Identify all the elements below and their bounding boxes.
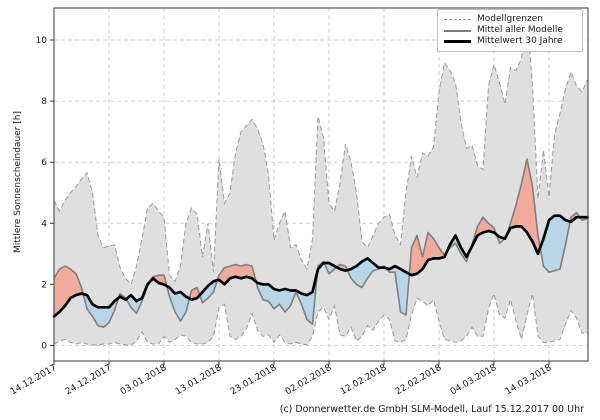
plot-frame [53, 7, 589, 362]
above-normal-area [217, 264, 256, 285]
x-tick-label: 23.01.2018 [229, 363, 279, 398]
x-tick-label: 03.01.2018 [119, 363, 169, 398]
y-tick-label: 10 [36, 36, 48, 46]
legend-item-mittelwert-30-jahre: Mittelwert 30 Jahre [444, 36, 576, 47]
legend-item-modellgrenzen: Modellgrenzen [444, 14, 576, 25]
x-tick-label: 14.12.2017 [9, 363, 59, 397]
model-lower-bound-line [53, 291, 588, 346]
y-tick-label: 8 [41, 97, 47, 107]
y-tick-label: 4 [41, 219, 47, 229]
x-tick-label: 04.03.2018 [449, 363, 499, 398]
legend-label: Mittelwert 30 Jahre [477, 36, 563, 46]
y-tick-label: 2 [41, 280, 47, 290]
x-tick-label: 22.02.2018 [394, 363, 444, 398]
above-normal-area [54, 266, 84, 317]
legend-item-mittel-aller-modelle: Mittel aller Modelle [444, 25, 576, 36]
dashed-line-icon [444, 19, 471, 20]
x-tick-label: 13.01.2018 [174, 363, 224, 398]
below-normal-area [540, 215, 571, 273]
below-normal-area [126, 281, 151, 314]
copyright-caption: (c) Donnerwetter.de GmbH SLM-Modell, Lau… [279, 404, 584, 415]
x-tick-label: 14.03.2018 [504, 363, 554, 398]
y-tick-label: 6 [41, 158, 47, 168]
x-tick-label: 12.02.2018 [339, 363, 389, 398]
below-normal-area [199, 280, 218, 303]
y-axis-label: Mittlere Sonnenscheindauer [h] [13, 111, 23, 253]
legend-box: Modellgrenzen Mittel aller Modelle Mitte… [437, 9, 583, 52]
x-tick-label: 02.02.2018 [284, 363, 334, 398]
legend-label: Modellgrenzen [477, 14, 543, 24]
model-upper-bound-line [53, 13, 588, 286]
model-range-area [54, 14, 588, 345]
black-line-icon [444, 40, 471, 43]
gray-line-icon [444, 29, 471, 32]
legend-label: Mittel aller Modelle [477, 25, 563, 35]
climate-mean-30y-line [52, 214, 589, 318]
below-normal-area [83, 294, 119, 328]
below-normal-area [166, 285, 190, 322]
x-tick-label: 24.12.2017 [64, 363, 114, 397]
below-normal-area [347, 258, 382, 288]
y-tick-label: 0 [41, 342, 47, 352]
below-normal-area [256, 271, 318, 325]
